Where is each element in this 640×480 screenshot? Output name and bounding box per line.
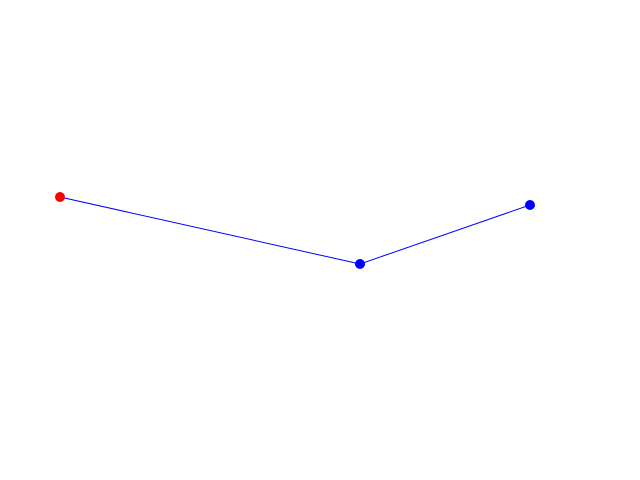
edge-start-middle <box>59 196 361 265</box>
node-middle[interactable] <box>355 259 365 269</box>
edges <box>59 196 531 265</box>
nodes <box>55 192 535 269</box>
node-start[interactable] <box>55 192 65 202</box>
edge-middle-end <box>359 204 531 265</box>
node-end[interactable] <box>525 200 535 210</box>
